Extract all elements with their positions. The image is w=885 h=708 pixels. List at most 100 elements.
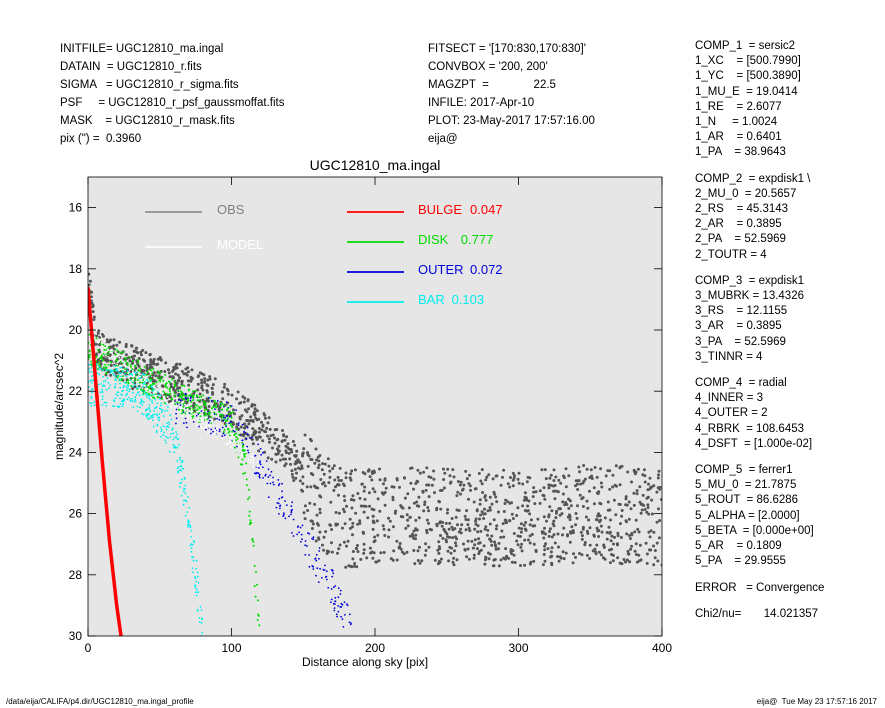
- outer-point: [235, 409, 238, 411]
- obs-point: [630, 480, 633, 484]
- obs-point: [518, 535, 522, 538]
- obs-point: [479, 529, 483, 533]
- obs-point: [415, 479, 419, 483]
- obs-point: [484, 478, 488, 482]
- obs-point: [548, 505, 552, 509]
- obs-point: [492, 518, 496, 522]
- disk-point: [200, 395, 203, 398]
- obs-point: [625, 520, 628, 524]
- obs-point: [291, 475, 295, 479]
- obs-point: [424, 549, 428, 552]
- obs-point: [632, 491, 636, 495]
- obs-point: [589, 468, 593, 472]
- obs-point: [257, 427, 261, 430]
- obs-point: [323, 462, 327, 466]
- obs-point: [556, 555, 560, 559]
- obs-point: [618, 466, 622, 470]
- obs-point: [558, 513, 562, 517]
- bar-point: [153, 410, 155, 412]
- obs-point: [465, 477, 469, 481]
- disk-point: [204, 402, 207, 405]
- outer-point: [337, 610, 340, 613]
- disk-point: [100, 354, 103, 357]
- outer-point: [277, 502, 280, 505]
- bar-point: [103, 401, 106, 404]
- obs-point: [412, 549, 416, 552]
- obs-point: [467, 497, 470, 501]
- disk-point: [182, 409, 184, 412]
- obs-point: [178, 362, 182, 366]
- disk-point: [231, 430, 234, 433]
- obs-point: [511, 471, 515, 475]
- obs-point: [502, 510, 506, 513]
- model-point: [132, 371, 134, 374]
- obs-point: [639, 558, 643, 562]
- obs-point: [353, 562, 357, 565]
- model-point: [105, 350, 108, 353]
- disk-point: [163, 401, 166, 404]
- outer-point: [207, 396, 210, 399]
- disk-point: [198, 412, 201, 414]
- model-point: [200, 427, 203, 430]
- bar-point: [157, 416, 160, 419]
- outer-point: [298, 531, 300, 534]
- legend-value-disk: 0.777: [461, 232, 494, 247]
- x-tick-label: 100: [221, 641, 241, 655]
- obs-point: [586, 506, 590, 510]
- model-point: [240, 453, 243, 455]
- bar-point: [166, 409, 169, 412]
- obs-point: [414, 537, 417, 541]
- obs-point: [266, 434, 269, 438]
- obs-point: [480, 510, 484, 514]
- parameter-line: 5_MU_0 = 21.7875: [695, 479, 797, 492]
- obs-point: [444, 521, 448, 525]
- obs-point: [488, 537, 492, 541]
- obs-point: [603, 557, 607, 561]
- bar-point: [197, 591, 200, 594]
- disk-point: [177, 389, 180, 392]
- bar-point: [126, 387, 129, 389]
- outer-point: [178, 399, 180, 401]
- model-point: [203, 426, 206, 429]
- obs-point: [293, 443, 297, 447]
- obs-point: [580, 534, 584, 538]
- bar-point: [122, 399, 124, 402]
- disk-point: [199, 399, 202, 401]
- model-point: [230, 438, 233, 440]
- outer-point: [258, 461, 261, 464]
- disk-point: [233, 446, 236, 449]
- outer-point: [316, 567, 319, 570]
- bar-point: [142, 382, 145, 385]
- disk-point: [200, 405, 203, 408]
- outer-point: [284, 500, 286, 502]
- disk-point: [102, 366, 105, 369]
- obs-point: [620, 464, 624, 468]
- obs-point: [629, 547, 633, 551]
- obs-point: [525, 498, 529, 502]
- disk-point: [130, 377, 133, 380]
- disk-point: [220, 417, 223, 419]
- obs-point: [420, 559, 424, 563]
- outer-point: [291, 532, 293, 534]
- obs-point: [465, 509, 469, 513]
- obs-point: [588, 489, 591, 493]
- model-point: [110, 351, 113, 354]
- obs-point: [320, 468, 324, 472]
- model-point: [190, 417, 193, 419]
- obs-point: [551, 484, 555, 488]
- obs-point: [597, 550, 601, 554]
- obs-point: [114, 371, 118, 375]
- obs-point: [502, 535, 506, 539]
- obs-point: [379, 551, 383, 555]
- obs-point: [442, 467, 445, 471]
- model-point: [189, 414, 192, 416]
- disk-point: [95, 355, 98, 358]
- disk-point: [254, 595, 257, 598]
- model-point: [118, 356, 121, 359]
- bar-point: [100, 367, 102, 370]
- outer-point: [332, 586, 335, 589]
- obs-point: [643, 480, 647, 484]
- model-point: [108, 357, 111, 360]
- bar-point: [195, 580, 198, 583]
- obs-point: [454, 541, 457, 545]
